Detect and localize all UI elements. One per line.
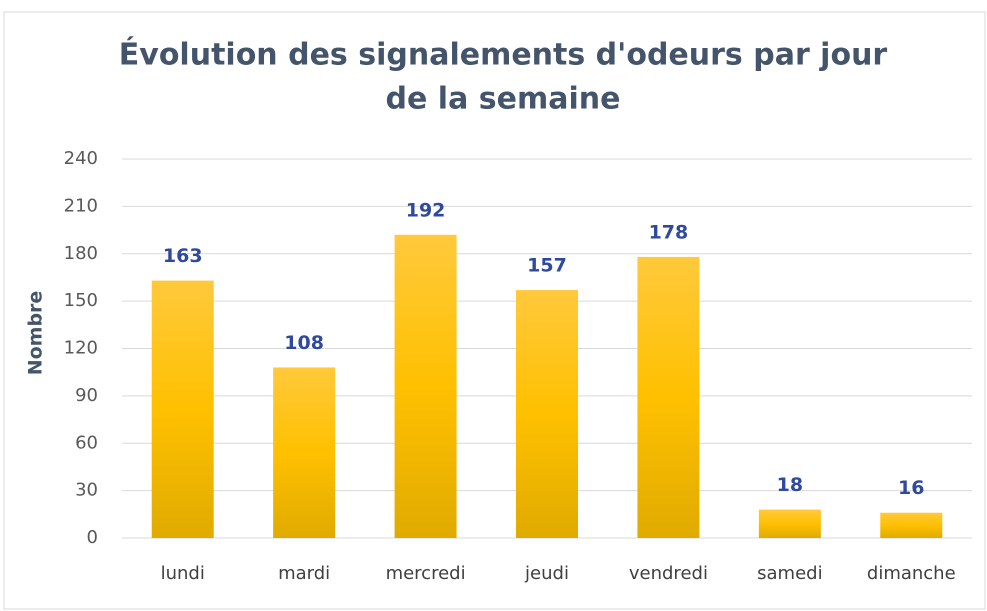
y-tick-label: 180	[64, 243, 98, 264]
x-tick-label: vendredi	[629, 563, 708, 584]
x-tick-label: samedi	[757, 563, 822, 584]
x-tick-label: lundi	[161, 563, 205, 584]
chart-title: Évolution des signalements d'odeurs par …	[119, 37, 888, 73]
bar	[637, 256, 700, 538]
y-tick-label: 120	[64, 338, 98, 359]
data-label: 16	[898, 477, 924, 499]
x-tick-label: jeudi	[524, 563, 569, 584]
data-label: 18	[777, 474, 803, 496]
data-label: 157	[527, 255, 567, 277]
bar	[880, 512, 943, 538]
y-tick-label: 0	[87, 527, 98, 548]
data-label: 192	[406, 199, 446, 221]
data-label: 163	[163, 245, 203, 267]
x-tick-label: dimanche	[867, 563, 956, 584]
bar	[151, 280, 214, 538]
data-label: 108	[284, 332, 324, 354]
y-tick-label: 240	[64, 148, 98, 169]
y-axis-label: Nombre	[25, 291, 47, 376]
x-tick-label: mardi	[278, 563, 330, 584]
x-tick-label: mercredi	[386, 563, 466, 584]
y-tick-label: 60	[75, 432, 98, 453]
bar	[516, 290, 578, 538]
data-label: 178	[649, 221, 689, 243]
chart-title: de la semaine	[386, 82, 621, 117]
y-tick-label: 210	[64, 195, 98, 216]
bar	[394, 234, 457, 539]
y-tick-label: 90	[75, 385, 98, 406]
y-tick-label: 150	[64, 290, 98, 311]
bar	[758, 509, 821, 538]
bar	[273, 367, 336, 538]
y-tick-label: 30	[75, 480, 98, 501]
